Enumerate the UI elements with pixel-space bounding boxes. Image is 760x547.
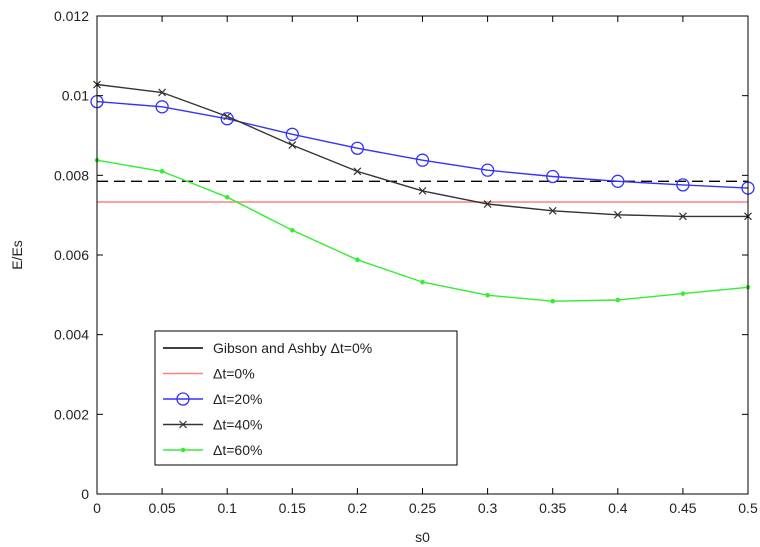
data-point xyxy=(355,257,360,263)
x-tick-label: 0.35 xyxy=(539,500,566,516)
legend: Gibson and Ashby Δt=0% Δt=0% Δt=20% Δt=40% Δ… xyxy=(154,330,458,466)
data-point xyxy=(548,206,557,215)
marker-stroke xyxy=(179,420,187,429)
data-point xyxy=(285,127,299,141)
x-tick-label: 0 xyxy=(93,500,101,516)
marker-stroke xyxy=(613,210,622,219)
x-tick-label: 0.4 xyxy=(608,500,628,516)
data-point xyxy=(350,141,365,155)
x-tick-label: 0.2 xyxy=(348,500,368,516)
marker-stroke xyxy=(223,112,232,121)
marker-stroke xyxy=(548,206,557,215)
y-tick-label: 0.004 xyxy=(54,327,89,343)
y-tick-label: 0.01 xyxy=(62,88,89,104)
data-point xyxy=(483,200,492,208)
data-point xyxy=(680,291,686,296)
legend-marker xyxy=(176,392,190,406)
x-tick-label: 0.1 xyxy=(217,500,237,516)
marker-stroke xyxy=(288,141,297,149)
y-tick-label: 0.002 xyxy=(54,406,89,422)
y-axis-label: E/Es xyxy=(9,240,25,270)
y-tick-label: 0.006 xyxy=(54,247,89,263)
data-point xyxy=(676,178,690,192)
y-tick-label: 0.008 xyxy=(54,167,89,183)
data-point xyxy=(480,163,495,177)
legend-label-2: Δt=20% xyxy=(213,391,262,407)
marker-stroke xyxy=(418,186,427,195)
legend-label-1: Δt=0% xyxy=(213,366,255,382)
data-point xyxy=(613,210,622,219)
data-point xyxy=(678,212,687,221)
series-line-2 xyxy=(96,100,749,189)
legend-label-0: Gibson and Ashby Δt=0% xyxy=(213,340,372,356)
x-tick-label: 0.05 xyxy=(148,500,175,516)
data-point xyxy=(353,167,362,176)
data-point xyxy=(159,169,165,174)
data-point xyxy=(288,141,297,149)
marker-stroke xyxy=(158,88,167,97)
legend-label-3: Δt=40% xyxy=(213,417,262,433)
y-tick-label: 0.012 xyxy=(54,8,89,24)
x-tick-label: 0.25 xyxy=(409,500,436,516)
data-point xyxy=(550,298,555,304)
legend-box xyxy=(154,330,458,466)
data-point xyxy=(615,297,621,303)
data-point xyxy=(158,88,167,97)
data-point xyxy=(546,169,560,184)
x-axis-label: s0 xyxy=(415,529,430,545)
x-tick-label: 0.3 xyxy=(478,500,498,516)
data-point xyxy=(485,292,490,298)
data-point xyxy=(420,279,425,285)
legend-label-4: Δt=60% xyxy=(213,442,262,458)
legend-marker xyxy=(179,420,187,429)
data-point xyxy=(611,174,625,188)
x-tick-label: 0.5 xyxy=(738,500,758,516)
data-point xyxy=(418,186,427,195)
data-point xyxy=(223,112,232,121)
data-point xyxy=(224,194,230,200)
axes: 0 0.05 0.1 0.15 0.2 0.25 0.3 0.35 0.4 0.45 0.5 0 0.0… xyxy=(54,8,758,516)
marker-stroke xyxy=(483,200,492,208)
marker-stroke xyxy=(353,167,362,176)
data-point xyxy=(415,153,430,167)
x-tick-label: 0.15 xyxy=(279,500,306,516)
marker-stroke xyxy=(678,212,687,221)
y-tick-label: 0 xyxy=(81,486,89,502)
data-point xyxy=(155,100,169,114)
data-point xyxy=(290,228,295,233)
legend-marker xyxy=(180,447,186,453)
x-tick-label: 0.45 xyxy=(669,500,696,516)
